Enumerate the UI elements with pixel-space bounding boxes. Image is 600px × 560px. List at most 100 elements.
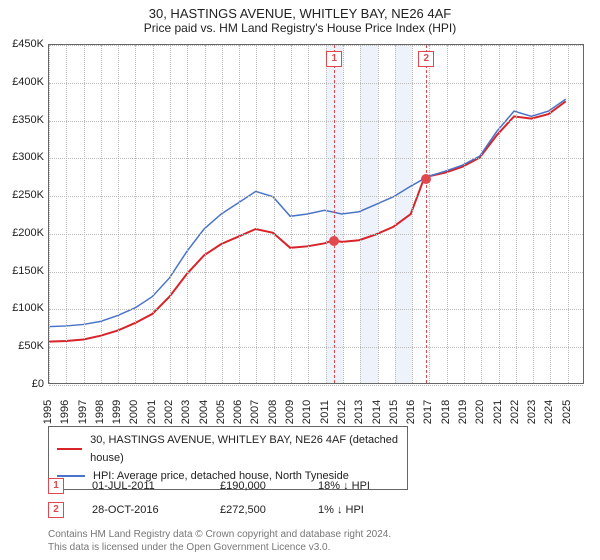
sale-marker-box: 1 (326, 51, 342, 67)
x-tick-label: 2010 (301, 382, 313, 442)
y-tick-label: £350K (0, 114, 44, 126)
gridline-v (274, 45, 275, 383)
x-tick-label: 2023 (526, 382, 538, 442)
sales-row: 1 01-JUL-2011 £190,000 18% ↓ HPI (48, 474, 428, 498)
x-tick-label: 2000 (128, 382, 140, 442)
sales-table: 1 01-JUL-2011 £190,000 18% ↓ HPI 2 28-OC… (48, 474, 428, 522)
x-tick-label: 1995 (42, 382, 54, 442)
gridline-v (395, 45, 396, 383)
gridline-h (49, 347, 583, 348)
gridline-v (118, 45, 119, 383)
sale-marker-line (426, 45, 427, 383)
gridline-v (464, 45, 465, 383)
sale-date: 28-OCT-2016 (92, 504, 192, 516)
y-tick-label: £0 (0, 378, 44, 390)
gridline-v (550, 45, 551, 383)
x-tick-label: 2009 (284, 382, 296, 442)
chart-title: 30, HASTINGS AVENUE, WHITLEY BAY, NE26 4… (0, 0, 600, 21)
x-tick-label: 2016 (405, 382, 417, 442)
gridline-v (378, 45, 379, 383)
x-tick-label: 2011 (319, 382, 331, 442)
sale-price: £190,000 (220, 480, 290, 492)
x-tick-label: 2005 (215, 382, 227, 442)
gridline-h (49, 121, 583, 122)
y-tick-label: £200K (0, 227, 44, 239)
y-tick-label: £100K (0, 302, 44, 314)
gridline-v (499, 45, 500, 383)
chart-plot-area: 12 (48, 44, 584, 384)
gridline-v (170, 45, 171, 383)
footnote-line2: This data is licensed under the Open Gov… (48, 541, 391, 554)
legend-swatch-property (57, 448, 82, 450)
gridline-h (49, 196, 583, 197)
footnote: Contains HM Land Registry data © Crown c… (48, 528, 391, 554)
x-tick-label: 2013 (353, 382, 365, 442)
sale-marker-1: 1 (48, 478, 64, 494)
chart-lines-svg (49, 45, 583, 383)
gridline-v (222, 45, 223, 383)
gridline-v (516, 45, 517, 383)
sales-row: 2 28-OCT-2016 £272,500 1% ↓ HPI (48, 498, 428, 522)
x-tick-label: 1997 (77, 382, 89, 442)
x-tick-label: 2025 (561, 382, 573, 442)
x-tick-label: 2001 (146, 382, 158, 442)
gridline-v (308, 45, 309, 383)
y-tick-label: £300K (0, 151, 44, 163)
y-tick-label: £150K (0, 265, 44, 277)
gridline-h (49, 234, 583, 235)
gridline-h (49, 45, 583, 46)
x-tick-label: 2008 (267, 382, 279, 442)
gridline-v (291, 45, 292, 383)
x-tick-label: 2019 (457, 382, 469, 442)
footnote-line1: Contains HM Land Registry data © Crown c… (48, 528, 391, 541)
gridline-v (481, 45, 482, 383)
gridline-v (533, 45, 534, 383)
gridline-v (49, 45, 50, 383)
x-tick-label: 2017 (422, 382, 434, 442)
x-tick-label: 2020 (474, 382, 486, 442)
x-tick-label: 2012 (336, 382, 348, 442)
chart-container: 30, HASTINGS AVENUE, WHITLEY BAY, NE26 4… (0, 0, 600, 560)
x-tick-label: 1999 (111, 382, 123, 442)
sale-diff: 18% ↓ HPI (318, 480, 428, 492)
sale-diff: 1% ↓ HPI (318, 504, 428, 516)
x-tick-label: 2007 (249, 382, 261, 442)
gridline-v (101, 45, 102, 383)
gridline-h (49, 83, 583, 84)
x-tick-label: 2022 (509, 382, 521, 442)
y-tick-label: £450K (0, 38, 44, 50)
gridline-v (256, 45, 257, 383)
gridline-v (568, 45, 569, 383)
x-tick-label: 1998 (94, 382, 106, 442)
x-tick-label: 2021 (492, 382, 504, 442)
y-tick-label: £400K (0, 76, 44, 88)
gridline-v (84, 45, 85, 383)
gridline-v (66, 45, 67, 383)
gridline-v (239, 45, 240, 383)
gridline-h (49, 309, 583, 310)
gridline-v (326, 45, 327, 383)
x-tick-label: 2015 (388, 382, 400, 442)
x-tick-label: 1996 (59, 382, 71, 442)
x-tick-label: 2024 (543, 382, 555, 442)
sale-marker-line (334, 45, 335, 383)
gridline-h (49, 158, 583, 159)
x-tick-label: 2003 (180, 382, 192, 442)
x-tick-label: 2004 (198, 382, 210, 442)
x-tick-label: 2006 (232, 382, 244, 442)
gridline-v (360, 45, 361, 383)
sale-price: £272,500 (220, 504, 290, 516)
x-tick-label: 2018 (440, 382, 452, 442)
sale-marker-box: 2 (418, 51, 434, 67)
gridline-v (135, 45, 136, 383)
sale-marker-2: 2 (48, 502, 64, 518)
gridline-v (447, 45, 448, 383)
y-tick-label: £50K (0, 340, 44, 352)
gridline-h (49, 272, 583, 273)
gridline-v (187, 45, 188, 383)
gridline-v (153, 45, 154, 383)
gridline-v (205, 45, 206, 383)
x-tick-label: 2014 (371, 382, 383, 442)
gridline-v (412, 45, 413, 383)
gridline-v (429, 45, 430, 383)
